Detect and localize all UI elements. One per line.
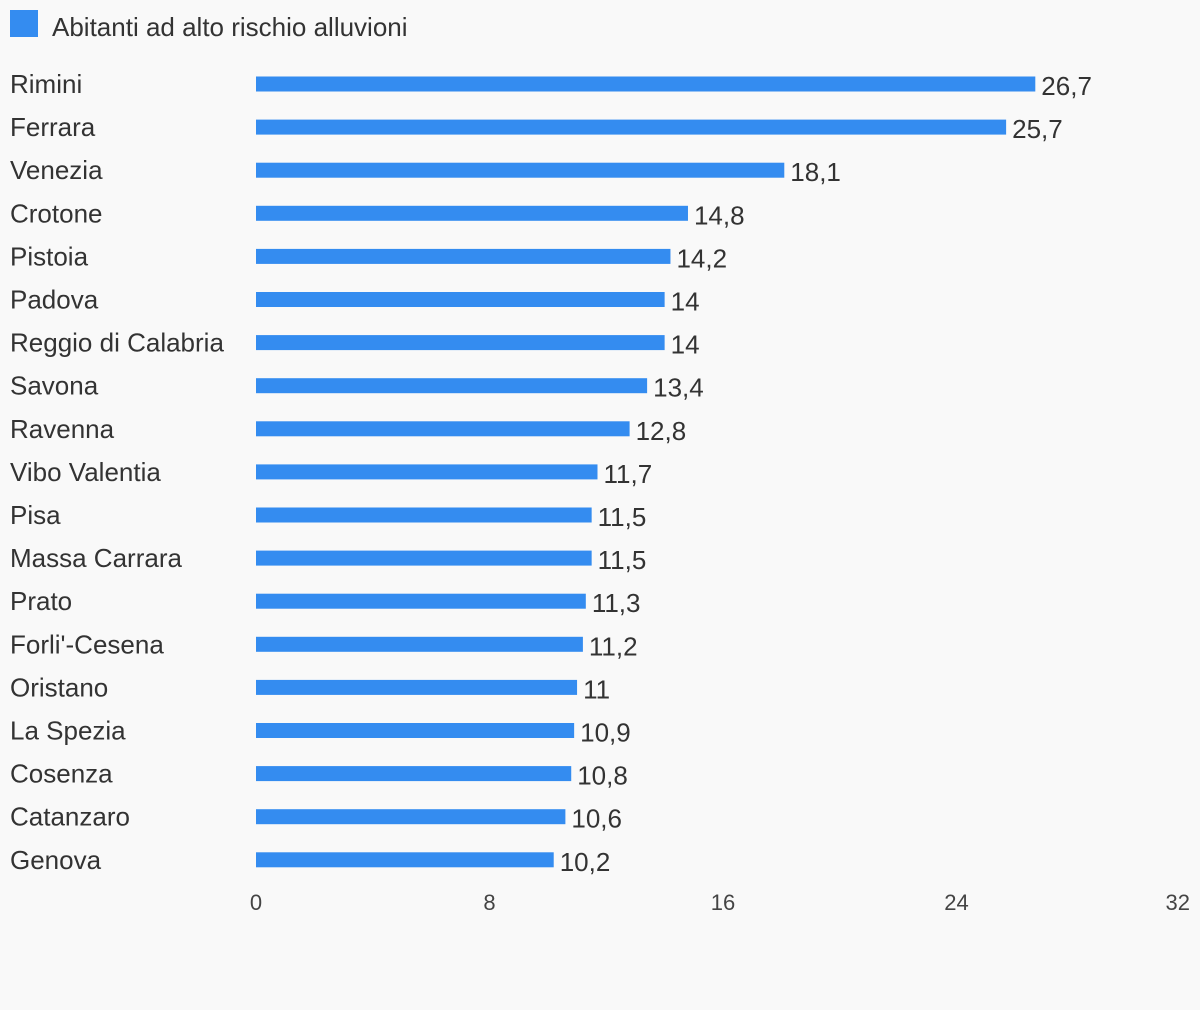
value-label: 10,9 — [580, 718, 631, 748]
bar — [256, 205, 688, 221]
bar — [256, 421, 630, 437]
category-label: Genova — [10, 845, 102, 875]
value-label: 10,6 — [571, 804, 622, 834]
legend-swatch — [10, 10, 38, 37]
value-label: 11 — [583, 674, 610, 704]
category-label: Ferrara — [10, 112, 96, 142]
x-tick-label: 0 — [250, 890, 262, 915]
bar — [256, 766, 572, 782]
value-label: 14,8 — [694, 200, 745, 230]
bar — [256, 809, 566, 825]
category-label: Vibo Valentia — [10, 457, 161, 487]
bar — [256, 593, 586, 609]
bar — [256, 162, 785, 178]
value-label: 10,2 — [560, 847, 611, 877]
value-label: 12,8 — [636, 416, 687, 446]
x-tick-label: 8 — [483, 890, 495, 915]
value-label: 11,7 — [603, 459, 652, 489]
bar — [256, 852, 554, 868]
category-label: Prato — [10, 586, 72, 616]
x-tick-label: 16 — [711, 890, 735, 915]
category-label: Savona — [10, 371, 99, 401]
legend: Abitanti ad alto rischio alluvioni — [10, 10, 408, 42]
category-label: Ravenna — [10, 414, 115, 444]
value-label: 10,8 — [577, 761, 628, 791]
value-label: 11,2 — [589, 631, 638, 661]
bar — [256, 335, 665, 351]
category-label: La Spezia — [10, 716, 126, 746]
legend-label: Abitanti ad alto rischio alluvioni — [52, 12, 408, 42]
category-label: Cosenza — [10, 759, 113, 789]
value-label: 11,5 — [598, 502, 647, 532]
value-label: 18,1 — [790, 157, 841, 187]
category-label: Oristano — [10, 672, 108, 702]
value-label: 25,7 — [1012, 114, 1063, 144]
bar — [256, 248, 671, 264]
bars — [256, 76, 1036, 868]
category-labels: Rimini Ferrara Venezia Crotone Pistoia Padova… — [10, 69, 224, 875]
category-label: Forli'-Cesena — [10, 629, 164, 659]
value-label: 14 — [671, 287, 700, 317]
category-label: Crotone — [10, 198, 103, 228]
value-label: 11,5 — [598, 545, 647, 575]
category-label: Catanzaro — [10, 802, 130, 832]
value-label: 26,7 — [1041, 71, 1092, 101]
category-label: Massa Carrara — [10, 543, 182, 573]
bar — [256, 76, 1036, 92]
value-label: 14,2 — [676, 243, 727, 273]
value-label: 13,4 — [653, 373, 704, 403]
bar — [256, 723, 575, 738]
value-labels: 26,7 25,7 18,1 14,8 14,2 14 14 13,4 12,8 11,7 11,5… — [560, 71, 1092, 877]
category-label: Reggio di Calabria — [10, 328, 224, 358]
value-label: 14 — [671, 330, 700, 360]
value-label: 11,3 — [592, 588, 641, 618]
x-tick-label: 32 — [1166, 890, 1190, 915]
bar — [256, 550, 592, 566]
bar — [256, 378, 648, 394]
category-label: Venezia — [10, 155, 103, 185]
category-label: Rimini — [10, 69, 82, 99]
category-label: Pistoia — [10, 241, 89, 271]
bar — [256, 119, 1007, 135]
x-axis-ticks: 0 8 16 24 32 — [250, 890, 1190, 915]
category-label: Pisa — [10, 500, 61, 530]
bar — [256, 507, 592, 523]
x-tick-label: 24 — [944, 890, 968, 915]
bar — [256, 679, 578, 695]
bar — [256, 292, 665, 307]
bar — [256, 636, 583, 652]
bar — [256, 464, 598, 480]
category-label: Padova — [10, 285, 99, 315]
